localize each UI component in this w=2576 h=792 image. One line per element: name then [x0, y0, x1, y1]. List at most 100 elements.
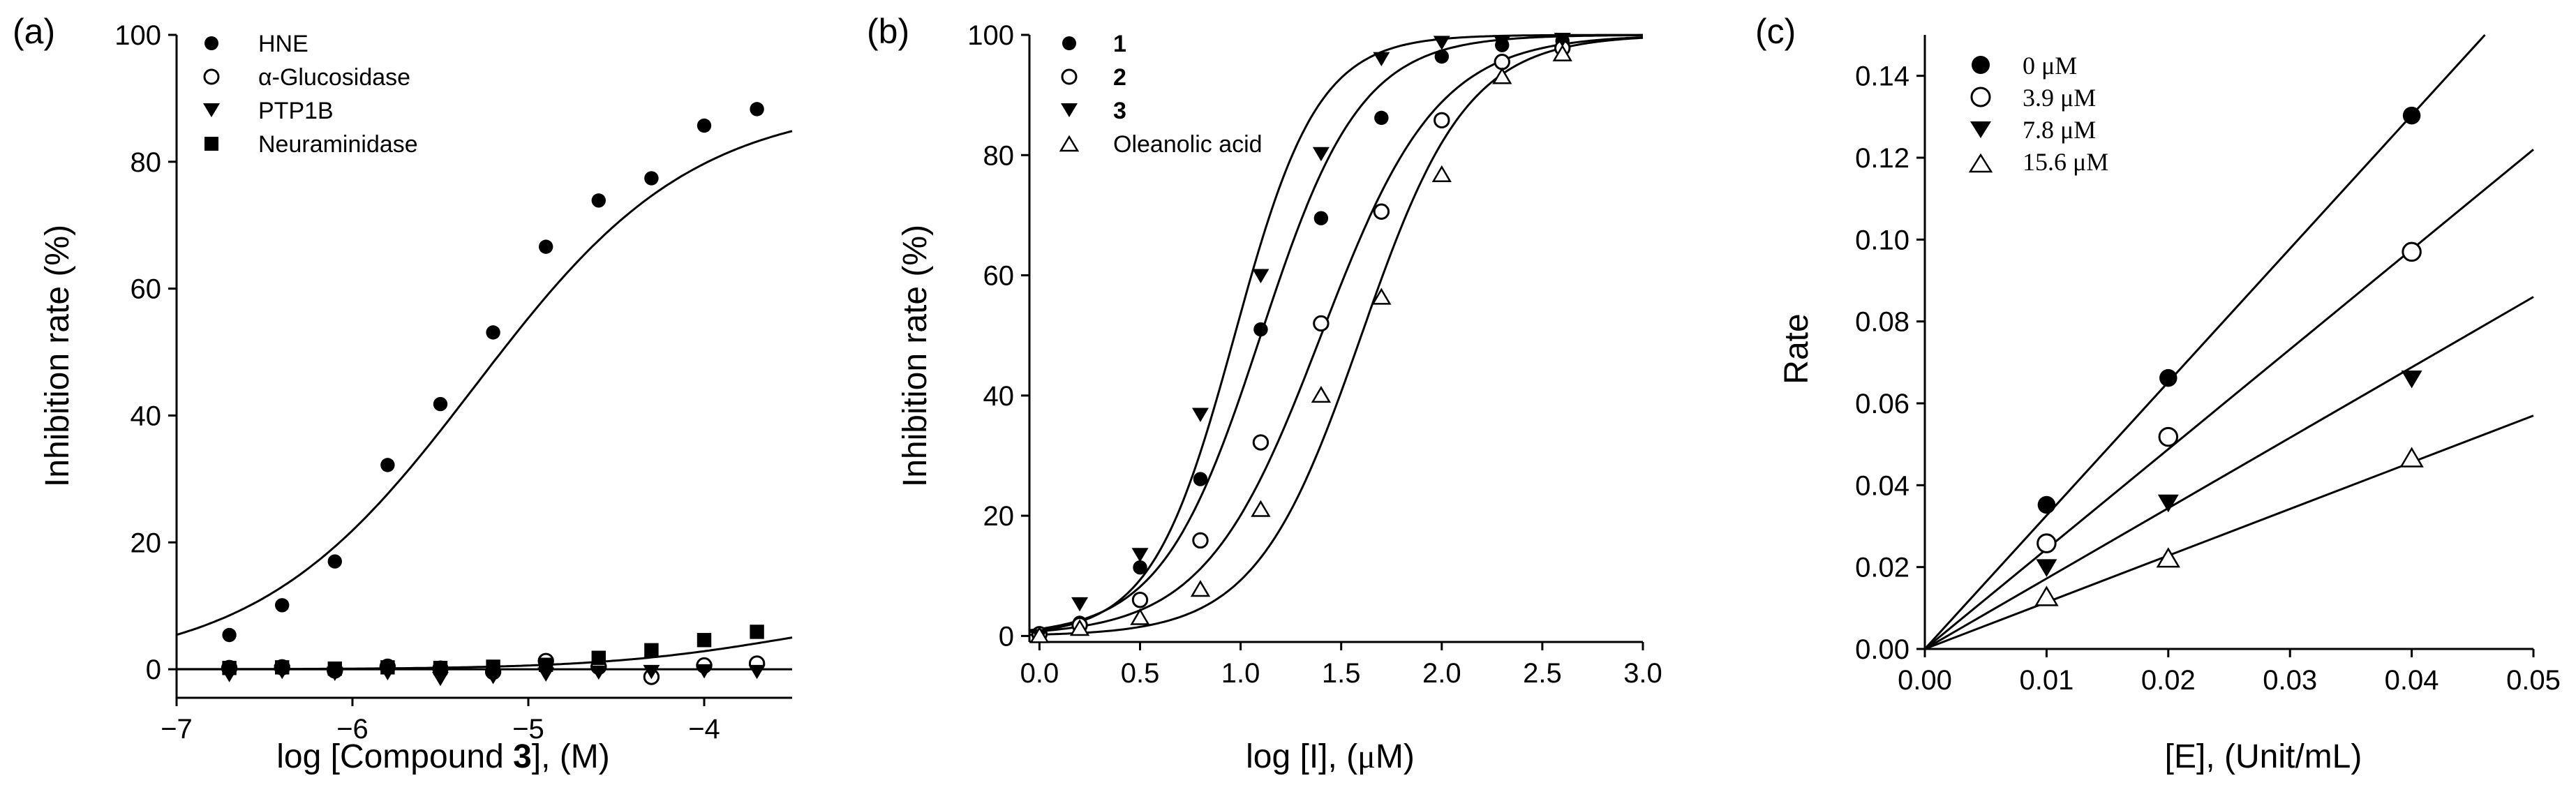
- panel-b-y-tick-label: 20: [983, 501, 1015, 532]
- panel-b-data-point: [1554, 33, 1571, 47]
- legend-marker-0-um: [1972, 56, 1990, 74]
- panel-a-data-point: [644, 643, 659, 658]
- panel-a-data-point: [486, 325, 500, 340]
- panel-a-data-point: [696, 664, 713, 679]
- panel-b-data-point: [1312, 147, 1330, 162]
- panel-b-y-tick-label: 40: [983, 381, 1015, 412]
- legend-marker-15-6-um: [1968, 153, 1993, 173]
- panel-b-data-point: [1431, 165, 1452, 182]
- panel-b-x-tick-label: 2.0: [1422, 658, 1461, 689]
- panel-a-y-tick-label: 20: [131, 528, 162, 558]
- panel-b-data-point: [1374, 110, 1389, 126]
- legend-entry-compound-3: 3: [1061, 98, 1126, 124]
- legend-label-15-6-um: 15.6 μM: [2023, 148, 2108, 176]
- panel-a-plot-area: −7 −6 −5 −4 0 20 40 60 80 100: [114, 20, 793, 745]
- panel-c-x-tick-label: 0.04: [2385, 665, 2439, 696]
- legend-label-0-um: 0 μM: [2023, 52, 2077, 80]
- panel-c-fit-curve-series-1: [1924, 149, 2534, 650]
- panel-a-data-point: [591, 650, 606, 665]
- panel-b-data-point: [1191, 408, 1209, 422]
- panel-b-data-point: [1252, 434, 1270, 451]
- panel-c-x-tick-label: 0.02: [2141, 665, 2196, 696]
- panel-b-data-point: [1373, 203, 1390, 220]
- panel-b-data-point: [1130, 608, 1150, 625]
- panel-a-x-tick-label: −7: [161, 714, 193, 745]
- panel-c-data-point: [2037, 533, 2057, 553]
- panel-b-data-point: [1313, 315, 1330, 332]
- panel-a-data-point: [697, 633, 712, 648]
- panel-a-data-point: [591, 193, 606, 208]
- panel-c-y-tick-label: 0.06: [1855, 389, 1909, 419]
- legend-label-compound-3: 3: [1113, 98, 1126, 124]
- legend-label-compound-2: 2: [1113, 64, 1126, 91]
- panel-a-x-axis-title: log [Compound 3], (M): [276, 738, 610, 775]
- panel-b-data-point: [1253, 322, 1268, 337]
- legend-marker-oleanolic-acid: [1059, 135, 1080, 152]
- panel-a-data-point: [643, 664, 660, 680]
- panel-b-data-point: [1552, 44, 1572, 61]
- panel-b-data-point: [1252, 269, 1270, 283]
- panel-c-data-point: [2158, 426, 2179, 447]
- legend-label-neuraminidase: Neuraminidase: [258, 131, 418, 158]
- panel-a-data-point: [697, 118, 712, 133]
- legend-entry-alpha-glucosidase: α-Glucosidase: [203, 64, 410, 91]
- legend-label-compound-1: 1: [1113, 31, 1126, 57]
- panel-a-data-point: [327, 661, 342, 676]
- panel-b-data-point: [1434, 112, 1450, 129]
- legend-label-oleanolic-acid: Oleanolic acid: [1113, 131, 1263, 158]
- panel-b-data-point: [1131, 548, 1149, 562]
- panel-a-data-point: [433, 396, 448, 412]
- panel-b-x-tick-label: 0.5: [1121, 658, 1160, 689]
- panel-c-fit-curve-series-0: [1923, 33, 2486, 650]
- legend-label-alpha-glucosidase: α-Glucosidase: [258, 64, 410, 91]
- legend-label-7-8-um: 7.8 μM: [2023, 116, 2096, 144]
- panel-a-data-point: [275, 598, 290, 613]
- panel-b-fit-curve-series-0: [1029, 33, 1643, 632]
- panel-b-fit-curve-series-3: [1029, 36, 1644, 636]
- panel-a-data-point: [748, 664, 766, 680]
- panel-b: (b) 0.0 0.5 1.0 1.5 2.0 2.5 3.0 0 20 40 60 80 100 1 …: [867, 12, 1662, 775]
- legend-marker-compound-2: [1061, 68, 1078, 85]
- panel-c-data-point: [2402, 241, 2422, 262]
- legend-marker-alpha-glucosidase: [203, 68, 220, 85]
- panel-c-series-3: [2034, 447, 2424, 606]
- panel-a-data-point: [222, 627, 237, 643]
- panel-b-y-tick-label: 100: [967, 20, 1014, 51]
- legend-marker-7-8-um: [1970, 121, 1991, 138]
- panel-b-data-point: [1193, 472, 1208, 486]
- legend-entry-7-8-um: 7.8 μM: [1970, 116, 2096, 144]
- panel-b-label: (b): [867, 12, 909, 51]
- panel-a-data-point: [539, 239, 553, 254]
- panel-a-data-point: [380, 458, 395, 472]
- panel-a-data-point: [750, 102, 764, 117]
- panel-c-data-point: [2037, 495, 2056, 514]
- panel-c-y-tick-label: 0.10: [1855, 225, 1909, 255]
- panel-b-y-tick-label: 0: [999, 621, 1014, 652]
- panel-a-y-tick-label: 0: [146, 655, 161, 685]
- panel-c-label: (c): [1755, 12, 1796, 51]
- panel-c: (c) 0.00 0.01 0.02 0.03 0.04 0.05 0.00 0.02 0.04…: [1755, 12, 2561, 775]
- panel-b-x-tick-label: 1.5: [1322, 658, 1361, 689]
- legend-marker-hne: [204, 36, 218, 50]
- panel-a-data-point: [275, 660, 290, 675]
- panel-c-series-0: [2037, 106, 2421, 514]
- panel-b-data-point: [1131, 592, 1149, 608]
- panel-a-data-point: [433, 661, 448, 675]
- panel-b-data-point: [1494, 36, 1511, 50]
- legend-entry-15-6-um: 15.6 μM: [1968, 148, 2108, 176]
- panel-a-data-point: [644, 171, 659, 186]
- legend-marker-compound-1: [1062, 36, 1076, 50]
- panel-a-series-0: [222, 102, 764, 643]
- panel-b-data-point: [1494, 54, 1510, 70]
- panel-c-y-tick-label: 0.04: [1855, 470, 1909, 501]
- panel-c-fit-curve-series-3: [1924, 414, 2534, 650]
- panel-c-y-axis-title: Rate: [1778, 313, 1815, 384]
- legend-marker-compound-3: [1061, 103, 1078, 117]
- panel-c-x-tick-label: 0.01: [2019, 665, 2074, 696]
- panel-b-fit-curve-series-1: [1029, 36, 1644, 634]
- legend-marker-3-9-um: [1970, 87, 1991, 107]
- panel-a-x-tick-label: −4: [688, 714, 720, 745]
- legend-label-3-9-um: 3.9 μM: [2023, 84, 2096, 112]
- panel-b-x-tick-label: 1.0: [1221, 658, 1260, 689]
